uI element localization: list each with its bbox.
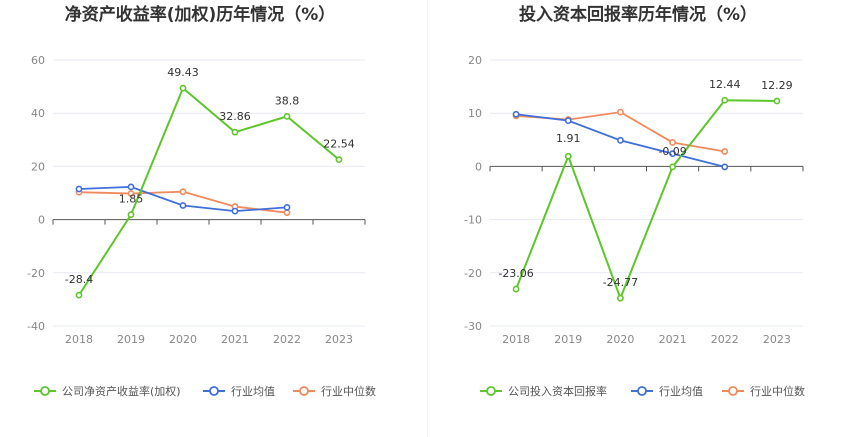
y-tick-label: 60 — [31, 54, 45, 67]
data-point — [617, 294, 624, 302]
legend-marker — [40, 386, 50, 396]
legend-label: 公司净资产收益率(加权) — [62, 384, 181, 398]
y-tick-label: 20 — [468, 54, 482, 67]
x-tick-label: 2018 — [65, 333, 93, 346]
data-label: -24.77 — [603, 276, 638, 289]
chart-title: 净资产收益率(加权)历年情况（%） — [65, 4, 336, 25]
y-tick-label: -30 — [464, 320, 482, 333]
legend-label: 行业中位数 — [321, 384, 376, 398]
data-point — [127, 211, 135, 219]
legend-marker — [486, 386, 496, 396]
data-point — [721, 148, 729, 155]
roe-chart: 净资产收益率(加权)历年情况（%） 60 40 20 0 -20 -40 2018 2019 20… — [27, 4, 376, 398]
legend-item[interactable]: 公司净资产收益率(加权) — [34, 384, 181, 398]
x-tick-label: 2019 — [554, 333, 582, 346]
data-point — [283, 209, 291, 217]
data-label: 12.44 — [709, 78, 741, 91]
series-line — [515, 99, 777, 301]
data-point — [564, 117, 572, 125]
data-label: -23.06 — [498, 267, 533, 280]
data-label: 49.43 — [167, 66, 199, 79]
y-tick-label: -10 — [464, 214, 482, 227]
data-label: 1.85 — [119, 193, 144, 206]
y-tick-label: -20 — [27, 267, 45, 280]
data-point — [75, 185, 83, 193]
data-label: 12.29 — [761, 79, 793, 92]
data-point — [335, 156, 343, 164]
legend-label: 公司投入资本回报率 — [508, 384, 607, 398]
data-label: -0.09 — [658, 145, 686, 158]
legend-item[interactable]: 行业均值 — [631, 385, 703, 398]
data-point — [669, 139, 676, 146]
legend-label: 行业均值 — [231, 385, 275, 398]
data-point — [512, 110, 520, 118]
data-point — [721, 163, 729, 171]
data-point — [179, 188, 187, 196]
data-point — [617, 136, 624, 144]
data-point — [127, 183, 135, 191]
x-tick-label: 2018 — [502, 333, 530, 346]
data-point — [283, 112, 291, 120]
legend-item[interactable]: 行业均值 — [203, 385, 275, 398]
y-tick-label: 20 — [31, 160, 45, 173]
data-label: 32.86 — [219, 110, 251, 123]
x-tick-label: 2021 — [221, 333, 249, 346]
data-point — [179, 84, 187, 92]
data-point — [231, 207, 239, 215]
x-tick-label: 2023 — [325, 333, 353, 346]
y-tick-label: 10 — [468, 107, 482, 120]
x-tick-label: 2022 — [273, 333, 301, 346]
data-point — [721, 96, 729, 104]
data-point — [75, 291, 83, 299]
x-tick-label: 2023 — [763, 333, 791, 346]
legend-marker — [209, 386, 219, 396]
series-line — [78, 86, 340, 296]
y-tick-label: -20 — [464, 267, 482, 280]
data-point — [512, 285, 520, 293]
x-tick-label: 2020 — [169, 333, 197, 346]
data-point — [564, 152, 572, 160]
data-point — [669, 163, 676, 171]
legend-item[interactable]: 行业中位数 — [722, 384, 805, 398]
legend-item[interactable]: 公司投入资本回报率 — [480, 384, 607, 398]
legend-label: 行业均值 — [659, 385, 703, 398]
data-label: 22.54 — [323, 138, 355, 151]
x-tick-label: 2020 — [606, 333, 634, 346]
legend-label: 行业中位数 — [750, 384, 805, 398]
data-point — [231, 128, 239, 136]
roic-chart: 投入资本回报率历年情况（%） 20 10 0 -10 -20 -30 2018 2019 2020… — [428, 0, 850, 437]
panel-divider — [427, 0, 428, 437]
legend-marker — [299, 386, 309, 396]
legend-marker — [637, 386, 647, 396]
y-tick-label: 40 — [31, 107, 45, 120]
data-label: 1.91 — [556, 132, 581, 145]
legend-marker — [728, 386, 738, 396]
x-tick-label: 2021 — [659, 333, 687, 346]
data-point — [669, 150, 676, 158]
data-label: -28.4 — [65, 273, 93, 286]
y-tick-label: -40 — [27, 320, 45, 333]
data-point — [773, 97, 781, 105]
data-label: 38.8 — [275, 94, 300, 107]
x-tick-label: 2019 — [117, 333, 145, 346]
y-tick-label: 0 — [475, 160, 482, 173]
x-tick-label: 2022 — [711, 333, 739, 346]
data-point — [283, 203, 291, 211]
y-tick-label: 0 — [38, 214, 45, 227]
data-point — [179, 202, 187, 209]
roic-chart-svg: 投入资本回报率历年情况（%） 20 10 0 -10 -20 -30 2018 2019 2020… — [464, 4, 805, 398]
legend-item[interactable]: 行业中位数 — [293, 384, 376, 398]
chart-title: 投入资本回报率历年情况（%） — [519, 4, 757, 25]
roe-chart-svg: 净资产收益率(加权)历年情况（%） 60 40 20 0 -20 -40 2018 2019 20… — [27, 4, 376, 398]
data-point — [617, 108, 624, 116]
data-point — [127, 190, 135, 197]
